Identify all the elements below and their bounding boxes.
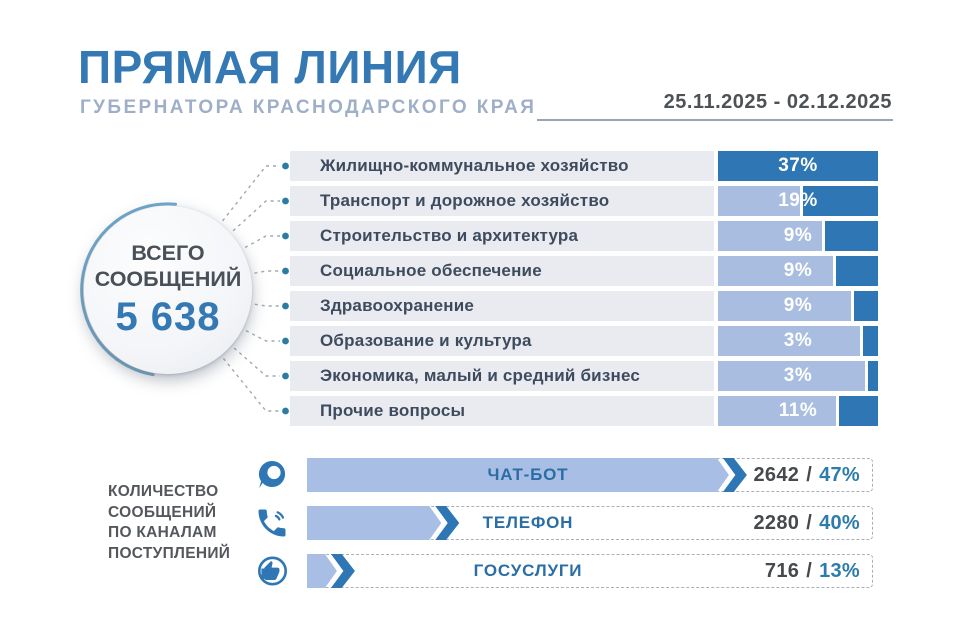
- channel-bar-body: [307, 458, 729, 492]
- topic-percent: 9%: [783, 225, 813, 246]
- topic-meter-fill: [836, 396, 878, 426]
- topic-meter: 9%: [718, 291, 878, 321]
- topic-meter: 19%: [718, 186, 878, 216]
- topic-meter: 9%: [718, 256, 878, 286]
- channels-caption: КОЛИЧЕСТВО СООБЩЕНИЙ ПО КАНАЛАМ ПОСТУПЛЕ…: [108, 482, 230, 564]
- topic-row: Образование и культура 3%: [290, 326, 878, 356]
- channel-value-separator: /: [806, 511, 813, 534]
- topic-label: Транспорт и дорожное хозяйство: [290, 186, 714, 216]
- channel-label: ЧАТ-БОТ: [487, 465, 569, 484]
- topic-percent: 19%: [778, 190, 818, 211]
- channel-row: ЧАТ-БОТ 2642 / 47%: [307, 458, 873, 492]
- channel-bar-body: [307, 506, 441, 540]
- topic-row: Социальное обеспечение 9%: [290, 256, 878, 286]
- topic-label: Экономика, малый и средний бизнес: [290, 361, 714, 391]
- channel-count: 2280: [753, 511, 800, 534]
- channel-label: ТЕЛЕФОН: [482, 513, 574, 532]
- topic-percent: 11%: [778, 400, 818, 421]
- channels-caption-line: СООБЩЕНИЙ: [108, 503, 217, 521]
- topic-meter-fill: [865, 361, 878, 391]
- channel-value: 2280 / 40%: [754, 507, 861, 539]
- channel-percent: 40%: [819, 511, 860, 534]
- channel-row: ГОСУСЛУГИ 716 / 13%: [307, 554, 873, 588]
- header-divider: [537, 119, 893, 121]
- topic-meter-fill: [850, 291, 878, 321]
- channel-count: 2642: [753, 463, 800, 486]
- topic-label: Здравоохранение: [290, 291, 714, 321]
- channel-value: 2642 / 47%: [754, 459, 861, 491]
- topic-meter: 9%: [718, 221, 878, 251]
- topic-percent: 9%: [783, 260, 813, 281]
- topic-label: Образование и культура: [290, 326, 714, 356]
- channels-caption-line: ПОСТУПЛЕНИЙ: [108, 544, 231, 562]
- topic-percent: 9%: [783, 295, 813, 316]
- topic-percent: 3%: [783, 365, 813, 386]
- channel-row: ТЕЛЕФОН 2280 / 40%: [307, 506, 873, 540]
- total-messages-value: 5 638: [115, 295, 221, 339]
- topic-row: Прочие вопросы 11%: [290, 396, 878, 426]
- channel-bar: [307, 554, 355, 588]
- topic-label: Строительство и архитектура: [290, 221, 714, 251]
- gosuslugi-thumb-up-icon: [258, 556, 287, 586]
- topics-bar-chart: Жилищно-коммунальное хозяйство 37% Транспо…: [290, 151, 878, 431]
- topic-label: Жилищно-коммунальное хозяйство: [290, 151, 714, 181]
- channels-caption-line: ПО КАНАЛАМ: [108, 524, 217, 541]
- topic-meter-fill: [860, 326, 878, 356]
- bullet-dots: [282, 162, 289, 415]
- topic-meter-fill: [833, 256, 878, 286]
- topic-meter: 3%: [718, 361, 878, 391]
- phone-handset-icon: [258, 509, 286, 537]
- topic-label: Прочие вопросы: [290, 396, 714, 426]
- channels-caption-line: КОЛИЧЕСТВО: [108, 483, 219, 500]
- topic-meter: 11%: [718, 396, 878, 426]
- channel-bar-body: [307, 554, 337, 588]
- page-title: ПРЯМАЯ ЛИНИЯ: [78, 41, 462, 93]
- channel-percent: 47%: [819, 463, 860, 486]
- channel-value: 716 / 13%: [765, 555, 860, 587]
- topic-row: Экономика, малый и средний бизнес 3%: [290, 361, 878, 391]
- topic-percent: 37%: [778, 155, 818, 176]
- topic-meter: 37%: [718, 151, 878, 181]
- channel-value-separator: /: [806, 463, 813, 486]
- channel-percent: 13%: [819, 559, 860, 582]
- topic-label: Социальное обеспечение: [290, 256, 714, 286]
- channel-count: 716: [764, 559, 800, 582]
- date-range: 25.11.2025 - 02.12.2025: [663, 91, 892, 113]
- topic-percent: 3%: [783, 330, 813, 351]
- topic-meter: 3%: [718, 326, 878, 356]
- topic-row: Строительство и архитектура 9%: [290, 221, 878, 251]
- topic-meter-fill: [799, 186, 878, 216]
- topic-meter-fill: [822, 221, 878, 251]
- topic-row: Жилищно-коммунальное хозяйство 37%: [290, 151, 878, 181]
- topic-row: Здравоохранение 9%: [290, 291, 878, 321]
- total-messages-badge: ВСЕГО СООБЩЕНИЙ 5 638: [84, 206, 252, 374]
- page-subtitle: ГУБЕРНАТОРА КРАСНОДАРСКОГО КРАЯ: [80, 97, 537, 118]
- channels-bar-chart: ЧАТ-БОТ 2642 / 47% ТЕЛЕФОН 2280 / 40% ГОСУСЛУГИ 7…: [307, 458, 873, 602]
- channel-bar: [307, 506, 460, 540]
- channel-value-separator: /: [806, 559, 813, 582]
- topic-meter-fill: [718, 151, 878, 181]
- topic-row: Транспорт и дорожное хозяйство 19%: [290, 186, 878, 216]
- channel-label: ГОСУСЛУГИ: [473, 561, 583, 580]
- channel-bar: [307, 458, 747, 492]
- total-messages-label: ВСЕГО СООБЩЕНИЙ: [94, 241, 242, 291]
- chat-bubble-icon: [258, 460, 286, 489]
